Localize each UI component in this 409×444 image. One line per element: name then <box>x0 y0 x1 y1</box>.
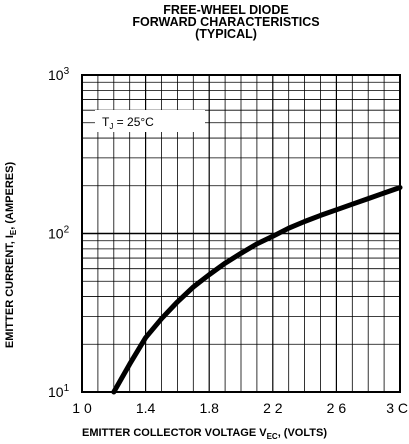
y-axis-label: EMITTER CURRENT, IE, (AMPERES) <box>4 161 18 349</box>
x-tick-label: 1.4 <box>136 400 156 416</box>
x-tick-labels: 1 0 1.4 1.8 2 2 2 6 3 C <box>72 400 408 416</box>
y-tick-label: 103 <box>48 66 70 83</box>
x-tick-label: 1.8 <box>199 400 219 416</box>
junction-temperature-label: TJ = 25°C <box>102 115 154 131</box>
chart-title-line-2: FORWARD CHARACTERISTICS <box>132 15 320 29</box>
x-tick-label: 2 6 <box>327 400 347 416</box>
chart-title-line-3: (TYPICAL) <box>195 27 257 41</box>
chart-title-line-1: FREE-WHEEL DIODE <box>163 3 289 17</box>
forward-characteristic-curve <box>111 185 403 395</box>
curve-layer <box>111 185 403 395</box>
y-tick-labels: 101 102 103 <box>48 66 70 400</box>
annotation-group: TJ = 25°C <box>95 110 205 132</box>
x-tick-label: 2 2 <box>263 400 283 416</box>
chart-title: FREE-WHEEL DIODE FORWARD CHARACTERISTICS… <box>118 3 334 41</box>
x-tick-label: 1 0 <box>72 400 92 416</box>
y-tick-label: 101 <box>48 383 70 400</box>
annotation-background <box>95 110 205 132</box>
plot-frame <box>81 74 401 393</box>
x-axis-label: EMITTER COLLECTOR VOLTAGE VEC, (VOLTS) <box>82 427 327 441</box>
y-tick-label: 102 <box>48 225 70 242</box>
x-tick-label: 3 C <box>386 400 408 416</box>
